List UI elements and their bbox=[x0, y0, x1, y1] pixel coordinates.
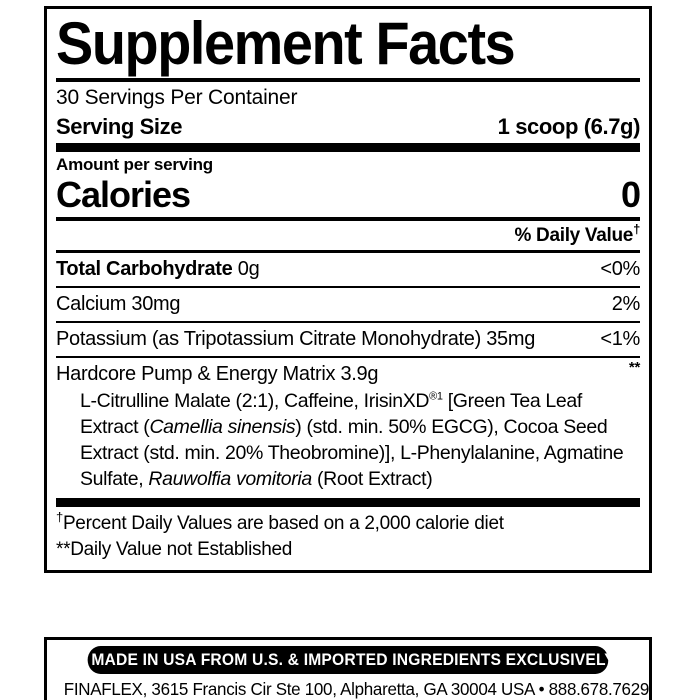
manufacturer-panel: MADE IN USA FROM U.S. & IMPORTED INGREDI… bbox=[44, 637, 652, 700]
blend-ingredients: L-Citrulline Malate (2:1), Caffeine, Iri… bbox=[56, 388, 640, 498]
rule-under-title bbox=[56, 78, 640, 82]
table-row: Calcium 30mg 2% bbox=[56, 288, 640, 321]
rule-under-calories bbox=[56, 217, 640, 221]
supplement-facts-panel: Supplement Facts 30 Servings Per Contain… bbox=[44, 6, 652, 573]
nutrient-dv: 2% bbox=[611, 293, 641, 315]
made-in-usa-banner: MADE IN USA FROM U.S. & IMPORTED INGREDI… bbox=[87, 646, 645, 674]
blend-row: Hardcore Pump & Energy Matrix 3.9g ** bbox=[56, 358, 640, 388]
daily-value-header-text: % Daily Value bbox=[514, 225, 634, 246]
nutrient-dv: <1% bbox=[600, 328, 640, 350]
rule-thick-top bbox=[56, 143, 640, 152]
blend-name: Hardcore Pump & Energy Matrix 3.9g bbox=[56, 363, 379, 385]
rule-row-sep bbox=[56, 286, 640, 288]
footnote-text: Percent Daily Values are based on a 2,00… bbox=[62, 513, 504, 534]
manufacturer-address: FINAFLEX, 3615 Francis Cir Ste 100, Alph… bbox=[63, 679, 650, 699]
ingredients-text: L-Citrulline Malate (2:1), Caffeine, Iri… bbox=[80, 390, 624, 490]
nutrient-name-rest: Calcium 30mg bbox=[56, 293, 181, 315]
footnote-item: †Percent Daily Values are based on a 2,0… bbox=[56, 511, 640, 537]
rule-row-sep bbox=[56, 356, 640, 358]
daily-value-dagger: † bbox=[633, 221, 640, 237]
footnote-mark: ** bbox=[56, 539, 71, 560]
serving-size-label: Serving Size bbox=[56, 114, 183, 139]
rule-thick-bottom bbox=[56, 498, 640, 507]
calories-row: Calories 0 bbox=[56, 174, 641, 217]
serving-size-value: 1 scoop (6.7g) bbox=[497, 114, 641, 139]
table-row: Total Carbohydrate 0g <0% bbox=[56, 253, 640, 286]
servings-per-container: 30 Servings Per Container bbox=[56, 86, 298, 109]
calories-label: Calories bbox=[56, 174, 191, 215]
nutrient-name-rest: Potassium (as Tripotassium Citrate Monoh… bbox=[56, 328, 536, 350]
nutrient-name-bold: Total Carbohydrate bbox=[56, 258, 233, 280]
blend-footnote-mark: ** bbox=[628, 359, 640, 376]
rule-row-sep bbox=[56, 321, 640, 323]
nutrient-name-rest: 0g bbox=[232, 258, 260, 280]
footnote-item: **Daily Value not Established bbox=[56, 537, 640, 563]
footnote-mark: † bbox=[56, 509, 63, 525]
calories-value: 0 bbox=[620, 174, 641, 215]
amount-per-serving-label: Amount per serving bbox=[56, 155, 213, 174]
serving-size-row: Serving Size 1 scoop (6.7g) bbox=[56, 112, 640, 143]
nutrient-dv: <0% bbox=[600, 258, 640, 280]
daily-value-header: % Daily Value† bbox=[56, 221, 640, 250]
footnote-list: †Percent Daily Values are based on a 2,0… bbox=[56, 507, 640, 564]
page-title: Supplement Facts bbox=[56, 10, 516, 77]
rule-under-dv-header bbox=[56, 250, 640, 253]
footnote-text: Daily Value not Established bbox=[70, 539, 292, 560]
table-row: Potassium (as Tripotassium Citrate Monoh… bbox=[56, 323, 640, 356]
